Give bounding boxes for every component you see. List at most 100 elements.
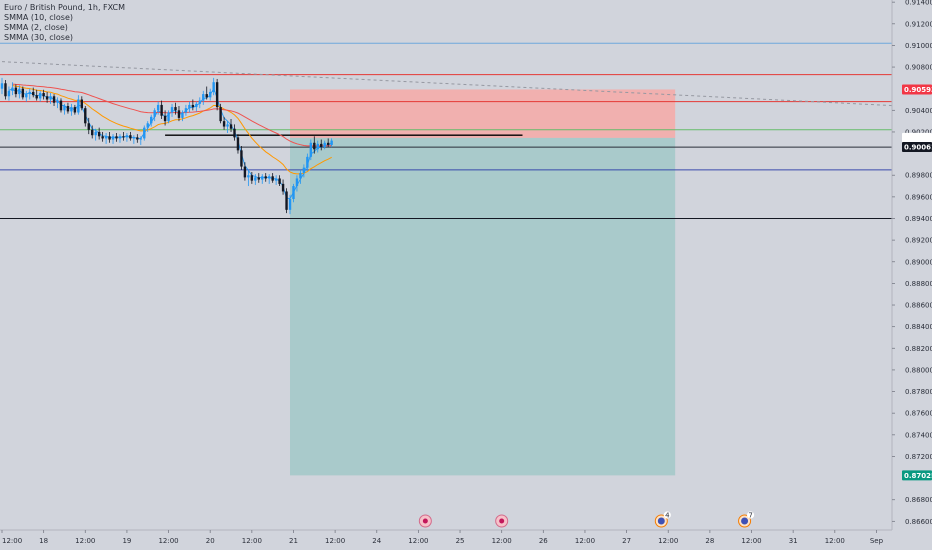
- y-tick-label: 0.88400: [905, 323, 932, 331]
- stop-loss-zone: [290, 89, 676, 138]
- candle-body: [91, 129, 94, 136]
- candle-body: [104, 136, 108, 139]
- chart-title[interactable]: Euro / British Pound, 1h, FXCM: [4, 3, 126, 12]
- candle-body: [226, 124, 229, 127]
- y-tick-label: 0.87800: [905, 388, 932, 396]
- x-tick-label: Sep: [870, 537, 884, 545]
- candle-body: [143, 127, 146, 139]
- candle-body: [243, 166, 247, 178]
- take-profit-zone: [290, 137, 676, 476]
- dividend-event-count: 7: [748, 511, 752, 519]
- y-tick-label: 0.89800: [905, 172, 932, 180]
- candle-body: [205, 94, 208, 98]
- candle-body: [188, 104, 191, 109]
- y-tick-label: 0.88600: [905, 302, 932, 310]
- price-tag-3: 0.87025: [904, 472, 932, 480]
- candle-body: [7, 90, 11, 97]
- candle-body: [320, 143, 323, 148]
- candle-body: [136, 137, 139, 140]
- candle-body: [45, 96, 49, 100]
- candle-body: [288, 199, 292, 210]
- price-tag-0: 0.90593: [904, 86, 932, 94]
- earnings-event-dot: [499, 518, 505, 524]
- candle-body: [59, 100, 63, 111]
- candle-body: [73, 107, 77, 113]
- candle-body: [108, 136, 111, 140]
- candle-body: [132, 137, 136, 139]
- candle-body: [32, 91, 35, 96]
- candle-body: [160, 104, 163, 116]
- x-tick-label: 12:00: [825, 537, 845, 545]
- candle-body: [271, 176, 274, 181]
- candle-body: [257, 177, 260, 180]
- y-tick-label: 0.88200: [905, 345, 932, 353]
- x-tick-label: 12:00: [408, 537, 428, 545]
- candle-body: [195, 103, 198, 108]
- y-tick-label: 0.89000: [905, 258, 932, 266]
- y-tick-label: 0.88800: [905, 280, 932, 288]
- candle-body: [139, 138, 142, 140]
- y-tick-label: 0.87200: [905, 453, 932, 461]
- candle-body: [250, 175, 254, 181]
- indicator-smma-10[interactable]: SMMA (10, close): [4, 13, 74, 22]
- candle-body: [4, 83, 7, 97]
- candle-body: [25, 94, 28, 98]
- price-tag-bg-3: [902, 470, 932, 481]
- indicator-smma-30[interactable]: SMMA (30, close): [4, 33, 74, 42]
- candle-body: [84, 108, 87, 124]
- candle-body: [28, 91, 31, 95]
- candle-body: [202, 94, 205, 101]
- candle-body: [240, 150, 243, 167]
- candle-body: [313, 142, 316, 150]
- legend: Euro / British Pound, 1h, FXCM SMMA (10,…: [4, 3, 125, 43]
- candle-body: [170, 107, 174, 113]
- x-tick-label: 12:00: [575, 537, 595, 545]
- x-tick-label: 24: [372, 537, 381, 545]
- x-tick-label: 12:00: [75, 537, 95, 545]
- candle-body: [56, 100, 59, 103]
- candle-body: [66, 106, 70, 112]
- candle-body: [111, 136, 115, 140]
- y-tick-label: 0.90800: [905, 64, 932, 72]
- candle-body: [63, 106, 66, 111]
- candle-body: [118, 136, 122, 139]
- candle-body: [101, 136, 104, 139]
- x-tick-label: 21: [289, 537, 298, 545]
- candle-body: [219, 107, 222, 122]
- candle-body: [229, 124, 233, 129]
- dividend-event-dot: [741, 517, 749, 525]
- candle-body: [326, 142, 330, 145]
- y-tick-label: 0.87600: [905, 410, 932, 418]
- candle-body: [184, 108, 188, 113]
- candle-body: [191, 104, 195, 108]
- candle-body: [18, 88, 21, 95]
- candle-body: [247, 175, 250, 178]
- y-tick-label: 0.91400: [905, 0, 932, 7]
- y-tick-label: 0.88000: [905, 366, 932, 374]
- x-tick-label: 12:00: [2, 537, 22, 545]
- indicator-smma-2[interactable]: SMMA (2, close): [4, 23, 68, 32]
- candle-body: [215, 82, 219, 108]
- candle-body: [77, 99, 80, 113]
- candle-body: [174, 107, 177, 111]
- candle-body: [11, 87, 14, 91]
- candle-body: [87, 123, 90, 130]
- candle-body: [97, 131, 101, 137]
- candle-body: [129, 135, 132, 139]
- candle-body: [115, 136, 118, 139]
- dividend-event-dot: [657, 517, 665, 525]
- time-axis: [0, 530, 892, 550]
- x-tick-label: 12:00: [741, 537, 761, 545]
- candle-body: [323, 142, 326, 148]
- candle-body: [49, 96, 52, 100]
- x-tick-label: 12:00: [242, 537, 262, 545]
- candle-body: [198, 100, 201, 104]
- candle-body: [42, 93, 45, 97]
- candle-body: [167, 112, 170, 122]
- y-tick-label: 0.89200: [905, 237, 932, 245]
- x-tick-label: 20: [206, 537, 215, 545]
- price-tag-2: 0.90061: [904, 143, 932, 151]
- candle-body: [302, 167, 306, 174]
- candle-body: [233, 128, 236, 138]
